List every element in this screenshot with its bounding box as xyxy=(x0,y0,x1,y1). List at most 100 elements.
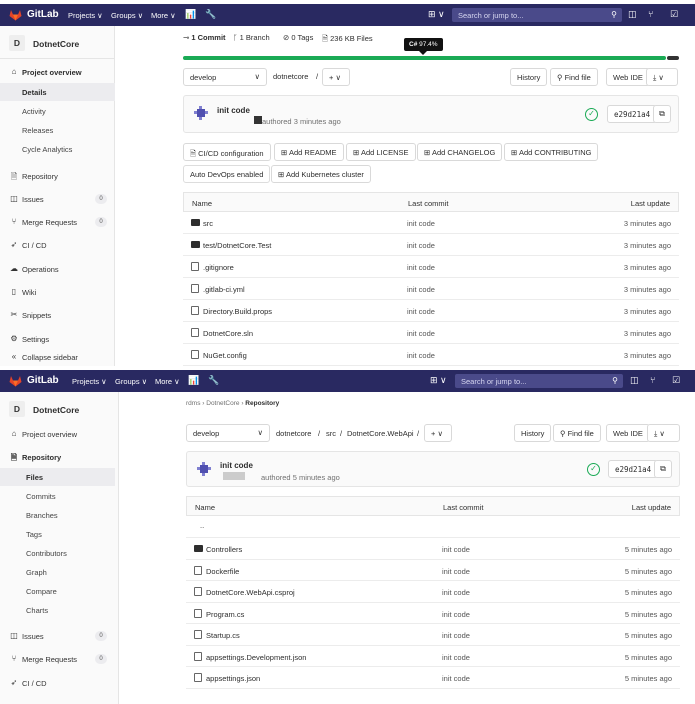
table-row[interactable]: test/DotnetCore.Test init code 3 minutes a… xyxy=(183,234,679,256)
todo-icon[interactable]: ☑ xyxy=(670,9,679,19)
table-row[interactable]: .gitignore init code 3 minutes ago xyxy=(183,256,679,278)
download-button[interactable]: ⤓ ∨ xyxy=(647,424,680,442)
table-row[interactable]: Controllers init code 5 minutes ago xyxy=(186,538,680,560)
sidebar-item-ci-cd[interactable]: ➶ CI / CD xyxy=(0,674,115,692)
project-header[interactable]: D DotnetCore xyxy=(0,398,115,422)
commits-stat[interactable]: ⊸ 1 Commit xyxy=(183,33,226,42)
last-commit-link[interactable]: init code xyxy=(442,588,470,597)
file-name-link[interactable]: appsettings.json xyxy=(206,674,261,683)
path-root-link[interactable]: dotnetcore xyxy=(276,429,312,438)
add-menu-button[interactable]: + ∨ xyxy=(322,68,350,86)
last-commit-link[interactable]: init code xyxy=(407,219,435,228)
search-input[interactable]: Search or jump to... ⚲ xyxy=(452,8,622,22)
auto-devops-enabled-button[interactable]: Auto DevOps enabled xyxy=(183,165,271,183)
commit-sha-link[interactable]: e29d21a4 xyxy=(607,105,658,123)
last-commit-link[interactable]: init code xyxy=(407,351,435,360)
file-name-link[interactable]: appsettings.Development.json xyxy=(206,652,307,662)
file-name-link[interactable]: .gitlab-ci.yml xyxy=(203,285,245,294)
table-row[interactable]: src init code 3 minutes ago xyxy=(183,212,679,234)
table-row[interactable]: .gitlab-ci.yml init code 3 minutes ago xyxy=(183,278,679,300)
sidebar-item-merge-requests[interactable]: ⑂ Merge Requests 0 xyxy=(0,213,115,231)
wrench-icon[interactable]: 🔧 xyxy=(205,9,217,19)
sidebar-item-merge-requests[interactable]: ⑂ Merge Requests 0 xyxy=(0,650,115,668)
add-readme-button[interactable]: ⊞ Add README xyxy=(274,143,344,161)
issues-icon[interactable]: ◫ xyxy=(630,375,639,385)
table-row[interactable]: appsettings.json init code 5 minutes ago xyxy=(186,667,680,689)
branch-selector[interactable]: develop ∨ xyxy=(183,68,267,86)
last-commit-link[interactable]: init code xyxy=(442,631,470,640)
branches-stat[interactable]: ᚴ 1 Branch xyxy=(233,33,270,42)
projects-menu[interactable]: Projects ∨ xyxy=(72,377,107,386)
sidebar-item-project-overview[interactable]: ⌂ Project overview xyxy=(0,63,115,81)
table-row[interactable]: NuGet.config init code 3 minutes ago xyxy=(183,344,679,366)
find-file-button[interactable]: ⚲ Find file xyxy=(550,68,598,86)
branch-selector[interactable]: develop ∨ xyxy=(186,424,270,442)
sidebar-item-repository[interactable]: 🗎 Repository xyxy=(0,448,115,466)
pipeline-passed-icon[interactable]: ✓ xyxy=(587,463,600,476)
last-commit-link[interactable]: init code xyxy=(442,545,470,554)
file-name-link[interactable]: Startup.cs xyxy=(206,631,240,640)
chart-icon[interactable]: 📊 xyxy=(188,375,200,385)
gitlab-logo-icon[interactable] xyxy=(9,375,22,387)
copy-icon[interactable]: ⧉ xyxy=(653,105,671,123)
more-menu[interactable]: More ∨ xyxy=(155,377,180,386)
last-commit-link[interactable]: init code xyxy=(442,652,470,662)
sidebar-subitem-contributors[interactable]: Contributors xyxy=(0,544,115,562)
projects-menu[interactable]: Projects ∨ xyxy=(68,11,103,20)
folder-name-link[interactable]: Controllers xyxy=(206,545,243,554)
more-menu[interactable]: More ∨ xyxy=(151,11,176,20)
last-commit-link[interactable]: init code xyxy=(407,241,435,250)
language-bar[interactable] xyxy=(183,56,679,60)
todo-icon[interactable]: ☑ xyxy=(672,375,681,385)
tags-stat[interactable]: ⊘ 0 Tags xyxy=(283,33,313,42)
web-ide-button[interactable]: Web IDE xyxy=(606,424,650,442)
sidebar-item-project-overview[interactable]: ⌂ Project overview xyxy=(0,425,115,443)
web-ide-button[interactable]: Web IDE xyxy=(606,68,650,86)
commit-title-link[interactable]: init code xyxy=(217,106,250,115)
search-input[interactable]: Search or jump to... ⚲ xyxy=(455,374,623,388)
chart-icon[interactable]: 📊 xyxy=(185,9,197,19)
sidebar-item-settings[interactable]: ⚙ Settings xyxy=(0,330,115,348)
sidebar-item-wiki[interactable]: ▯ Wiki xyxy=(0,283,115,301)
breadcrumb-project[interactable]: DotnetCore xyxy=(206,400,240,407)
merge-request-icon[interactable]: ⑂ xyxy=(650,375,656,385)
add-menu-button[interactable]: + ∨ xyxy=(424,424,452,442)
table-row[interactable]: DotnetCore.sln init code 3 minutes ago xyxy=(183,322,679,344)
table-row[interactable]: Startup.cs init code 5 minutes ago xyxy=(186,624,680,646)
last-commit-link[interactable]: init code xyxy=(407,307,435,316)
last-commit-link[interactable]: init code xyxy=(407,263,435,272)
brand-name[interactable]: GitLab xyxy=(27,375,59,386)
sidebar-subitem-compare[interactable]: Compare xyxy=(0,582,115,600)
file-name-link[interactable]: .gitignore xyxy=(203,263,234,272)
project-header[interactable]: D DotnetCore xyxy=(0,32,115,56)
last-commit-link[interactable]: init code xyxy=(407,285,435,294)
history-button[interactable]: History xyxy=(514,424,552,442)
history-button[interactable]: History xyxy=(510,68,548,86)
add-changelog-button[interactable]: ⊞ Add CHANGELOG xyxy=(417,143,503,161)
table-row[interactable]: Directory.Build.props init code 3 minutes … xyxy=(183,300,679,322)
groups-menu[interactable]: Groups ∨ xyxy=(115,377,148,386)
plus-icon[interactable]: ⊞ ∨ xyxy=(430,375,447,385)
sidebar-item-issues[interactable]: ◫ Issues 0 xyxy=(0,627,115,645)
add-license-button[interactable]: ⊞ Add LICENSE xyxy=(346,143,416,161)
file-name-link[interactable]: DotnetCore.WebApi.csproj xyxy=(206,588,295,597)
file-name-link[interactable]: DotnetCore.sln xyxy=(203,329,254,338)
sidebar-subitem-releases[interactable]: Releases xyxy=(0,121,115,139)
parent-directory-link[interactable]: .. xyxy=(200,521,205,530)
sidebar-subitem-details[interactable]: Details xyxy=(0,83,115,101)
groups-menu[interactable]: Groups ∨ xyxy=(111,11,144,20)
table-row[interactable]: Dockerfile init code 5 minutes ago xyxy=(186,560,680,581)
last-commit-link[interactable]: init code xyxy=(442,674,470,683)
path-root-link[interactable]: dotnetcore xyxy=(273,72,309,81)
sidebar-item-operations[interactable]: ☁ Operations xyxy=(0,260,115,278)
download-button[interactable]: ⤓ ∨ xyxy=(646,68,678,86)
user-avatar[interactable] xyxy=(192,104,210,122)
plus-icon[interactable]: ⊞ ∨ xyxy=(428,9,445,19)
sidebar-subitem-charts[interactable]: Charts xyxy=(0,601,115,619)
issues-icon[interactable]: ◫ xyxy=(628,9,637,19)
path-current-link[interactable]: DotnetCore.WebApi xyxy=(347,429,414,438)
file-name-link[interactable]: Directory.Build.props xyxy=(203,307,273,316)
wrench-icon[interactable]: 🔧 xyxy=(208,375,220,385)
sidebar-subitem-commits[interactable]: Commits xyxy=(0,487,115,505)
sidebar-subitem-activity[interactable]: Activity xyxy=(0,102,115,120)
